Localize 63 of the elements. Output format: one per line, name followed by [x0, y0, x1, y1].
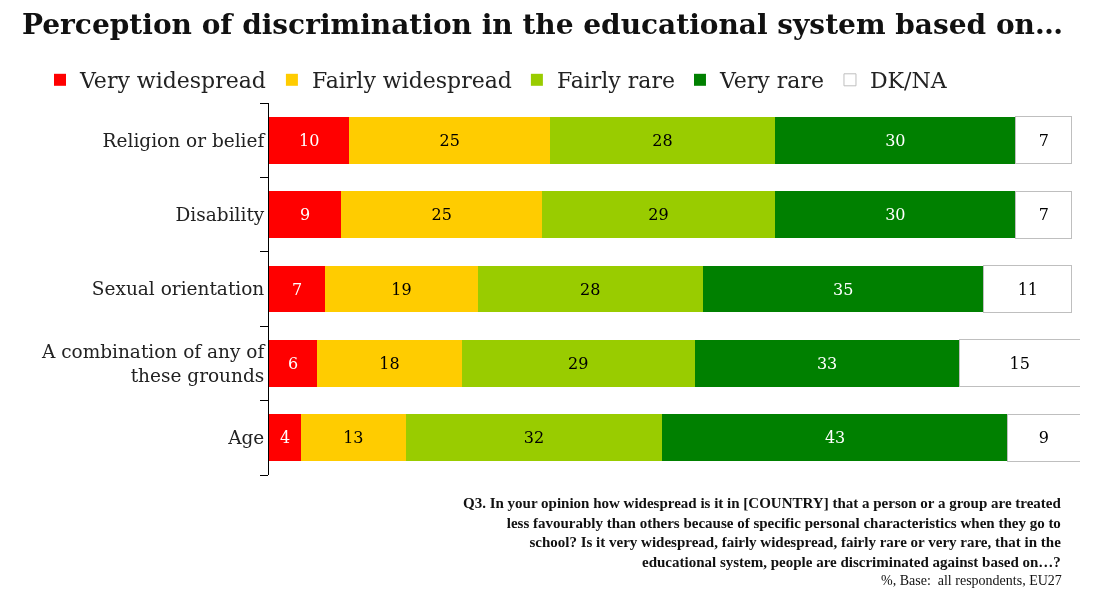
bar: [405, 414, 663, 462]
legend-label: Fairly widespread: [311, 68, 512, 94]
bar: [269, 116, 350, 164]
data-label: 28: [580, 279, 601, 299]
bar: [317, 339, 462, 387]
y-tick-label: A combination of any of these grounds: [40, 340, 266, 386]
data-label: 7: [1038, 130, 1049, 150]
data-label: 13: [343, 428, 364, 448]
bar: [341, 191, 543, 239]
data-label: 11: [1017, 279, 1038, 299]
data-label: 29: [648, 205, 669, 225]
y-tick-label: Sexual orientation: [91, 278, 265, 300]
data-label: 29: [567, 353, 589, 373]
bar: [959, 339, 1080, 388]
bar: [774, 116, 1016, 164]
bar: [662, 414, 1008, 462]
bar: [461, 339, 695, 387]
legend-label: Very widespread: [79, 68, 266, 94]
chart-title: Perception of discrimination in the educational system based on…: [22, 7, 1063, 41]
text: %, Base: all respondents, EU27: [881, 573, 1062, 588]
data-label: 32: [523, 428, 545, 448]
legend-label: DK/NA: [869, 68, 948, 94]
y-tick-label: Disability: [175, 204, 265, 226]
data-label: 9: [300, 205, 311, 225]
bar: [774, 191, 1016, 239]
bar: [1015, 116, 1073, 165]
data-label: 35: [832, 279, 854, 299]
data-label: 10: [298, 130, 320, 150]
data-label: 9: [1038, 428, 1049, 448]
data-label: 4: [279, 428, 291, 448]
bar: [542, 191, 775, 239]
bar: [550, 116, 775, 164]
data-label: 7: [292, 279, 303, 299]
bar: [301, 414, 406, 462]
bar: [349, 116, 551, 164]
bar: [1015, 190, 1073, 239]
data-label: 19: [391, 279, 412, 299]
bar: [269, 339, 318, 387]
bar: [702, 265, 984, 313]
text: Q3. In your opinion how widespread is it in [COUNTRY] that a person or a group are treated less favourably than others because of specific personal characteristics when they go to school? Is it very widespread, fairly widespread, fairly rare or very rare, that in the educational system, people are discriminated against based on…?: [463, 495, 1062, 570]
bar: [269, 191, 342, 239]
legend-label: Very rare: [718, 68, 824, 94]
data-label: 25: [439, 130, 460, 150]
bar: [269, 414, 302, 462]
data-label: 33: [816, 353, 838, 373]
data-label: 15: [1009, 353, 1030, 373]
data-label: 43: [824, 428, 846, 448]
legend-label: Fairly rare: [556, 68, 675, 94]
data-label: 18: [379, 353, 400, 373]
data-label: 6: [288, 353, 299, 373]
y-tick-label: Age: [227, 427, 265, 449]
bar: [1007, 413, 1080, 462]
bar: [477, 265, 703, 313]
bar: [694, 339, 960, 387]
bar: [269, 265, 326, 313]
data-label: 30: [885, 130, 906, 150]
data-label: 30: [885, 205, 906, 225]
data-label: 7: [1038, 205, 1049, 225]
y-tick-label: Religion or belief: [102, 129, 266, 151]
bar: [983, 265, 1073, 313]
bar: [325, 265, 478, 313]
data-label: 28: [652, 130, 673, 150]
data-label: 25: [431, 205, 452, 225]
